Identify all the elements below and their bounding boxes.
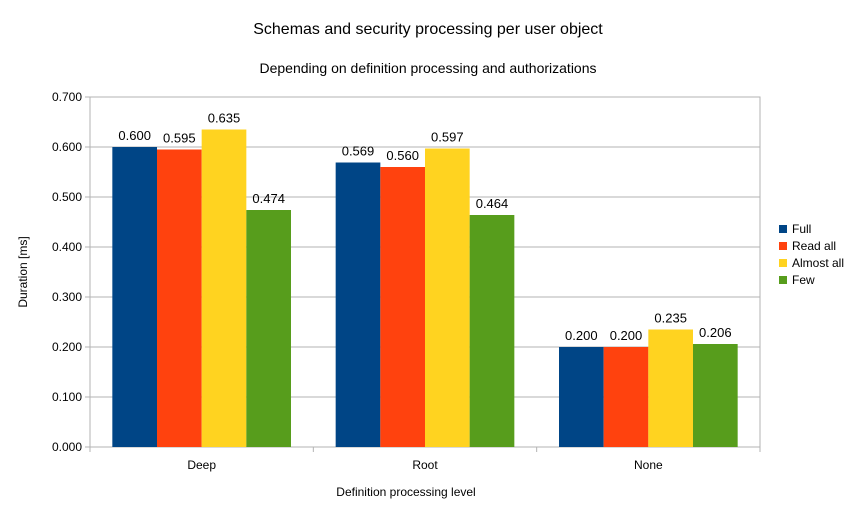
bar <box>425 148 470 447</box>
data-label: 0.600 <box>118 128 151 143</box>
legend-label: Almost all <box>792 256 844 270</box>
chart-subtitle: Depending on definition processing and a… <box>259 60 596 76</box>
data-label: 0.200 <box>565 328 598 343</box>
x-tick-label: Deep <box>187 458 216 472</box>
data-label: 0.200 <box>610 328 643 343</box>
data-label: 0.635 <box>208 111 241 126</box>
data-labels: 0.600 0.595 0.635 0.474 0.569 0.560 0.597 0.464… <box>118 111 731 344</box>
y-tick-label: 0.100 <box>52 390 82 404</box>
bar <box>380 167 425 447</box>
y-axis-ticks: 0.000 0.100 0.200 0.300 0.400 0.500 0.600 0.700 <box>52 90 90 454</box>
x-tick-label: None <box>634 458 663 472</box>
y-tick-label: 0.000 <box>52 440 82 454</box>
data-label: 0.464 <box>476 196 509 211</box>
legend-label: Full <box>792 222 811 236</box>
x-axis-ticks: Deep Root None <box>89 447 761 472</box>
bar <box>603 347 649 447</box>
bar <box>157 149 202 447</box>
y-tick-label: 0.600 <box>52 140 82 154</box>
x-axis-label: Definition processing level <box>336 485 475 499</box>
legend-swatch <box>779 276 787 284</box>
data-label: 0.597 <box>431 130 464 145</box>
data-label: 0.206 <box>699 325 732 340</box>
y-axis-label: Duration [ms] <box>16 236 30 307</box>
bar <box>648 329 693 447</box>
y-tick-label: 0.300 <box>52 290 82 304</box>
x-tick-label: Root <box>412 458 438 472</box>
legend-swatch <box>779 225 787 233</box>
legend: Full Read all Almost all Few <box>779 222 844 287</box>
legend-swatch <box>779 242 787 250</box>
y-tick-label: 0.700 <box>52 90 82 104</box>
bar <box>246 210 291 447</box>
bar <box>201 129 247 447</box>
y-tick-label: 0.500 <box>52 190 82 204</box>
data-label: 0.235 <box>654 311 687 326</box>
y-tick-label: 0.200 <box>52 340 82 354</box>
legend-label: Few <box>792 273 815 287</box>
bar <box>559 347 604 447</box>
data-label: 0.569 <box>342 144 375 159</box>
data-label: 0.474 <box>252 191 285 206</box>
data-label: 0.595 <box>163 131 196 146</box>
bars <box>112 129 738 447</box>
bar <box>693 344 738 447</box>
chart-title: Schemas and security processing per user… <box>253 21 603 38</box>
bar <box>112 147 157 447</box>
bar <box>469 215 515 447</box>
y-tick-label: 0.400 <box>52 240 82 254</box>
legend-swatch <box>779 259 787 267</box>
bar <box>335 162 381 447</box>
data-label: 0.560 <box>386 148 419 163</box>
legend-label: Read all <box>792 239 836 253</box>
